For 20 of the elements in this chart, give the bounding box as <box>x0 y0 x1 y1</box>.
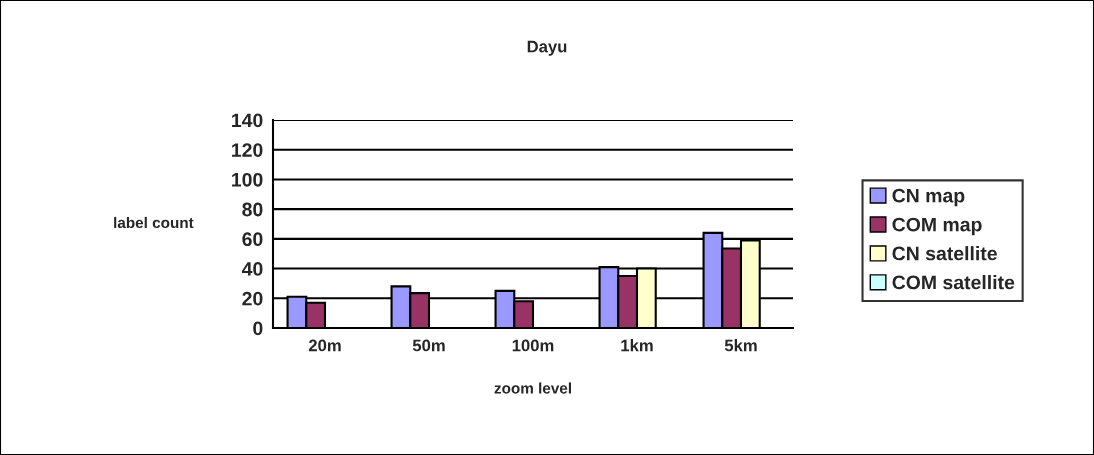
legend-label: COM satellite <box>892 275 1015 290</box>
x-tick-label: 20m <box>308 339 341 352</box>
x-tick-label: 5km <box>724 339 757 352</box>
y-tick-label: 80 <box>242 202 263 217</box>
x-axis-title: zoom level <box>494 382 571 394</box>
y-tick-label: 40 <box>241 262 263 276</box>
legend-label: CN map <box>892 188 965 207</box>
y-tick-label: 60 <box>242 232 263 247</box>
y-tick-label: 100 <box>232 172 263 187</box>
x-tick-label: 50m <box>412 339 445 352</box>
legend-label: CN satellite <box>892 246 997 261</box>
y-axis-title: label count <box>114 216 194 229</box>
x-tick-label: 100m <box>512 339 554 352</box>
y-tick-label: 140 <box>232 113 263 128</box>
y-tick-label: 20 <box>242 291 263 306</box>
chart-title: Dayu <box>527 40 567 56</box>
x-tick-label: 1km <box>621 339 653 352</box>
y-tick-label: 0 <box>253 321 263 336</box>
legend-label: COM map <box>892 217 982 236</box>
y-tick-label: 120 <box>232 143 263 157</box>
